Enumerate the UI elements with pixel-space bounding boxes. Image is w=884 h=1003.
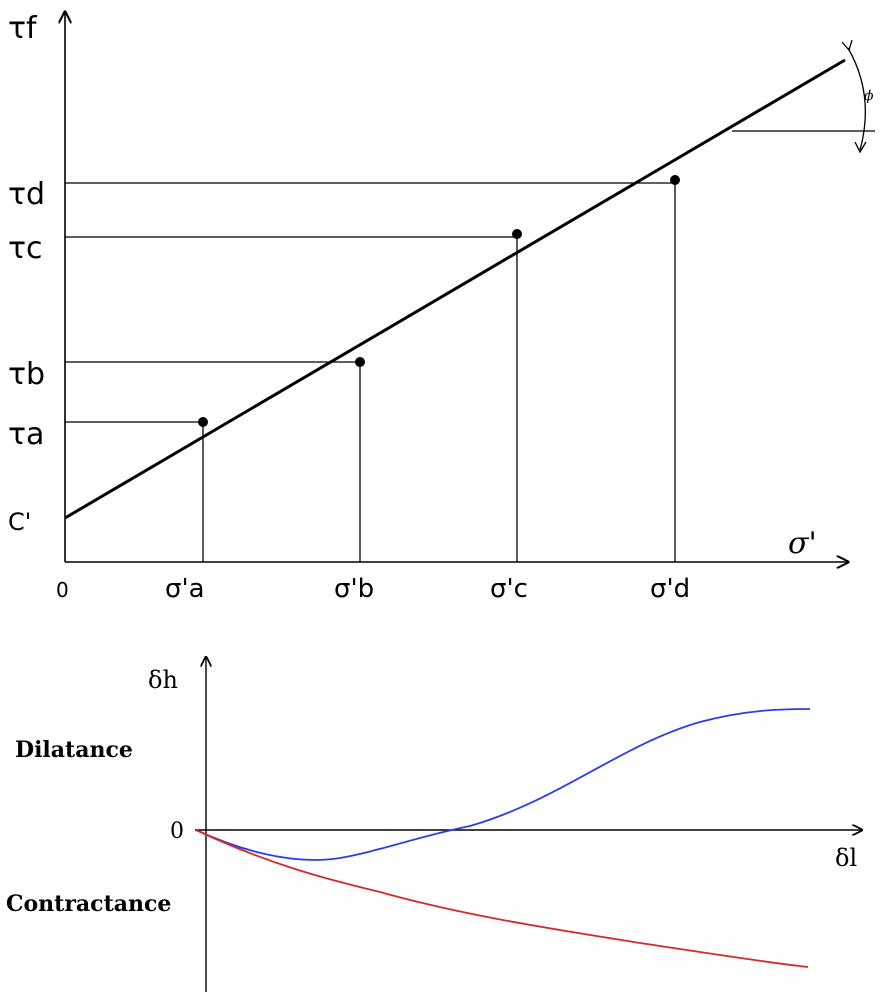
sigma-a-label: σ'a xyxy=(165,574,205,604)
sigma-b-label: σ'b xyxy=(334,574,374,604)
sigma-c-label: σ'c xyxy=(490,574,528,604)
top-origin-label: 0 xyxy=(56,578,69,602)
test-point-a xyxy=(198,417,208,427)
contractant-curve xyxy=(195,829,809,968)
delta-l-label: δl xyxy=(835,844,857,872)
test-point-b xyxy=(355,357,365,367)
tau-d-label: τd xyxy=(8,177,45,212)
contractance-label: Contractance xyxy=(6,891,171,917)
tau-f-label: τf xyxy=(8,11,38,46)
sigma-d-label: σ'd xyxy=(650,574,690,604)
tau-b-label: τb xyxy=(8,357,45,392)
bottom-origin-label: 0 xyxy=(170,819,184,844)
test-point-c xyxy=(512,229,522,239)
dilatance-label: Dilatance xyxy=(15,737,133,763)
sigma-axis-label: σ' xyxy=(788,526,817,561)
tau-a-label: τa xyxy=(8,417,44,452)
dilatant-curve xyxy=(195,708,811,861)
friction-angle-arc xyxy=(847,47,867,151)
intercept-label: C' xyxy=(8,508,31,536)
angle-arc-tick-bottom xyxy=(854,141,867,154)
friction-angle-label: ϕ xyxy=(864,88,874,104)
test-point-d xyxy=(670,175,680,185)
delta-h-label: δh xyxy=(148,666,178,694)
failure-envelope-line xyxy=(64,58,846,520)
mohr-coulomb-diagram: τf τd τc τb τa C' 0 σ'a σ'b σ'c σ'd σ' ϕ xyxy=(8,11,875,604)
dilatancy-diagram: δh Dilatance 0 Contractance δl xyxy=(6,657,862,992)
angle-arc-tick-top xyxy=(841,39,853,52)
tau-c-label: τc xyxy=(8,231,43,266)
